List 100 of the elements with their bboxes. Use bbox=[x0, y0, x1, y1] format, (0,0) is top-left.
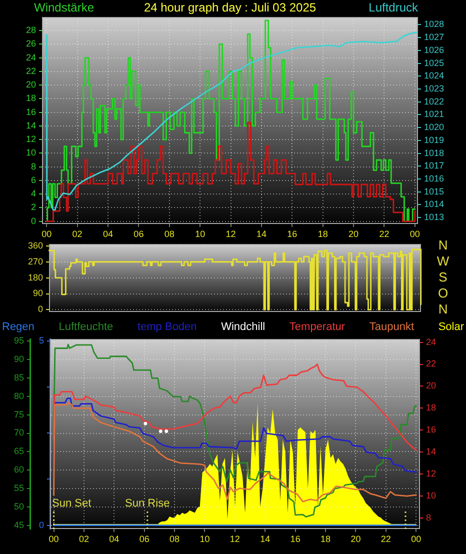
y2-tick-label: 1026 bbox=[424, 44, 444, 55]
text: Solar bbox=[438, 321, 464, 334]
x-tick-label: 22 bbox=[379, 228, 390, 239]
x-tick-label: 04 bbox=[109, 534, 120, 544]
y2-tick-label: 18 bbox=[426, 402, 436, 413]
y-axis-title: Windstärke bbox=[34, 0, 94, 14]
text: Taupunkt bbox=[369, 321, 414, 334]
y-tick-label: 18 bbox=[26, 93, 36, 104]
y-tick-label: 20 bbox=[26, 80, 36, 90]
x-tick-label: 00 bbox=[42, 228, 52, 239]
y-tick-label: 0 bbox=[38, 304, 43, 314]
series-label: Luftfeuchte bbox=[58, 321, 114, 334]
x-tick-label: 06 bbox=[134, 228, 144, 239]
text: N bbox=[438, 301, 448, 316]
y2-tick-label: 12 bbox=[426, 468, 436, 479]
y-tick-label: 10 bbox=[26, 148, 36, 158]
y-tick-label: 50 bbox=[14, 502, 24, 512]
x-tick-label: 02 bbox=[78, 534, 89, 544]
text: Regen bbox=[2, 321, 34, 334]
y-tick-label: 85 bbox=[14, 372, 24, 382]
y2-tick-label: 20 bbox=[426, 380, 436, 391]
x-tick-label: 18 bbox=[320, 534, 331, 544]
y2-tick-label: 16 bbox=[426, 424, 436, 435]
x-tick-label: 12 bbox=[226, 228, 236, 239]
x-tick-label: 08 bbox=[164, 228, 174, 239]
x-tick-label: 10 bbox=[195, 228, 206, 239]
text: temp Boden bbox=[137, 321, 197, 334]
x-tick-label: 16 bbox=[287, 228, 298, 239]
y-tick-label: 90 bbox=[14, 354, 24, 364]
x-tick-label: 00 bbox=[48, 534, 59, 544]
y2-tick-label: 1022 bbox=[424, 96, 444, 106]
y2-tick-label: 1017 bbox=[424, 160, 444, 171]
text: S bbox=[438, 269, 448, 284]
y-tick-label: 14 bbox=[26, 120, 36, 130]
text: Temperatur bbox=[289, 321, 346, 334]
x-tick-label: 02 bbox=[72, 228, 82, 239]
x-tick-label: 00 bbox=[410, 228, 420, 239]
y-tick-label: 6 bbox=[30, 174, 36, 185]
x-tick-label: 04 bbox=[102, 228, 113, 239]
y-tick-label: 360 bbox=[28, 240, 43, 250]
y-tick-label: 8 bbox=[30, 161, 36, 172]
y2-tick-label: 1023 bbox=[424, 83, 444, 94]
y-tick-label: 24 bbox=[26, 52, 36, 62]
text: Windchill bbox=[221, 321, 266, 334]
text: W bbox=[436, 253, 450, 268]
y-tick-label: 75 bbox=[14, 409, 24, 420]
y-tick-label: 65 bbox=[14, 446, 24, 456]
y2-tick-label: 24 bbox=[426, 336, 436, 347]
y2-tick-label: 1018 bbox=[424, 148, 444, 158]
y-tick-label: 22 bbox=[26, 66, 36, 76]
text: N bbox=[438, 238, 448, 253]
y2-tick-label: 1016 bbox=[424, 173, 444, 184]
y2-tick-label: 14 bbox=[426, 446, 436, 457]
x-tick-label: 10 bbox=[200, 534, 210, 544]
x-tick-label: 12 bbox=[230, 534, 240, 544]
chart-title: 24 hour graph day : Juli 03 2025 bbox=[144, 0, 316, 14]
ref-line-label: Sun Set bbox=[52, 498, 92, 510]
x-tick-label: 00 bbox=[411, 534, 422, 544]
y-tick-label: 80 bbox=[14, 390, 24, 401]
x-tick-label: 18 bbox=[318, 228, 328, 239]
x-tick-label: 08 bbox=[170, 534, 180, 544]
y-tick-label: 55 bbox=[14, 483, 24, 494]
x-tick-label: 14 bbox=[256, 228, 266, 239]
y2-tick-label: 22 bbox=[426, 358, 436, 369]
y2-axis-title: Luftdruck bbox=[368, 0, 419, 14]
y3-tick-label: 5 bbox=[38, 335, 44, 346]
y-tick-label: 90 bbox=[32, 288, 43, 298]
y2-tick-label: 1013 bbox=[424, 212, 444, 222]
y2-tick-label: 1020 bbox=[424, 122, 444, 132]
y2-tick-label: 1024 bbox=[424, 70, 444, 81]
y2-tick-label: 1019 bbox=[424, 134, 444, 145]
y2-tick-label: 1021 bbox=[424, 109, 444, 120]
y-tick-label: 180 bbox=[28, 272, 43, 282]
y-tick-label: 60 bbox=[14, 464, 24, 475]
ref-line-label: Sun Rise bbox=[125, 498, 170, 510]
y-tick-label: 16 bbox=[26, 106, 36, 117]
y2-tick-label: 1028 bbox=[424, 19, 444, 30]
y2-tick-label: 1027 bbox=[424, 32, 444, 42]
text: O bbox=[438, 285, 448, 300]
y-tick-label: 0 bbox=[30, 216, 36, 226]
y-tick-label: 95 bbox=[14, 335, 24, 346]
y-tick-label: 45 bbox=[14, 520, 24, 530]
x-tick-label: 20 bbox=[350, 534, 361, 544]
y2-tick-label: 1025 bbox=[424, 58, 444, 68]
y2-tick-label: 1015 bbox=[424, 186, 444, 196]
x-tick-label: 16 bbox=[290, 534, 300, 544]
y2-tick-label: 1014 bbox=[424, 199, 444, 210]
y-tick-label: 28 bbox=[26, 25, 36, 36]
x-tick-label: 20 bbox=[348, 228, 359, 239]
y-tick-label: 12 bbox=[26, 134, 36, 144]
x-tick-label: 22 bbox=[380, 534, 391, 544]
y-tick-label: 70 bbox=[14, 428, 24, 438]
y-tick-label: 2 bbox=[30, 202, 36, 212]
x-tick-label: 06 bbox=[139, 534, 150, 544]
y2-tick-label: 8 bbox=[426, 512, 432, 522]
y-tick-label: 4 bbox=[30, 188, 36, 199]
y-tick-label: 26 bbox=[26, 38, 36, 49]
y2-tick-label: 10 bbox=[426, 490, 436, 501]
x-tick-label: 14 bbox=[260, 534, 270, 544]
y-tick-label: 270 bbox=[28, 256, 43, 266]
